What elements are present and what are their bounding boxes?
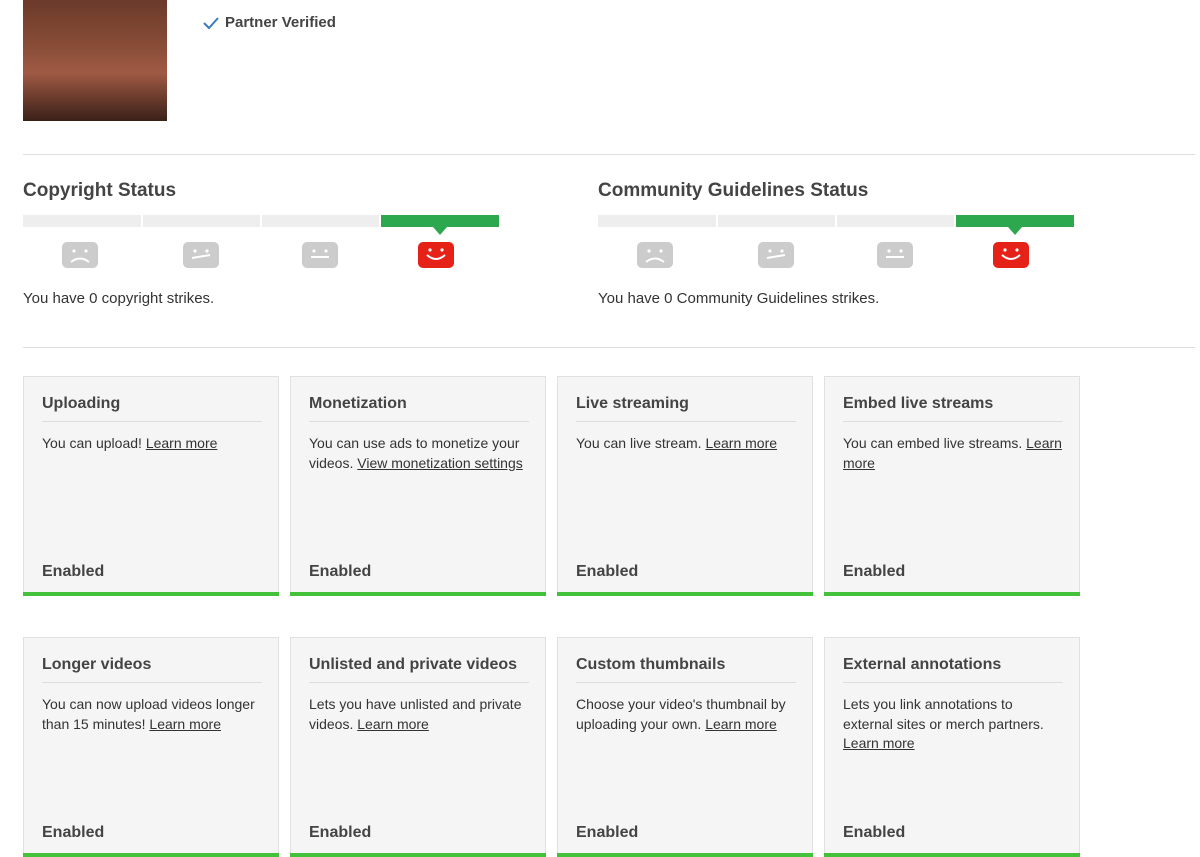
feature-card: Embed live streams You can embed live str… [824, 376, 1080, 596]
card-status: Enabled [843, 824, 906, 841]
card-status: Enabled [309, 824, 372, 841]
strike-meter [598, 215, 1074, 268]
status-bar [824, 592, 1080, 596]
learn-more-link[interactable]: Learn more [843, 435, 1062, 471]
card-title: Monetization [309, 395, 529, 422]
check-icon [203, 16, 219, 29]
card-description: You can use ads to monetize your videos.… [309, 434, 531, 473]
learn-more-link[interactable]: Learn more [145, 435, 218, 451]
card-status: Enabled [42, 563, 105, 580]
card-status: Enabled [576, 824, 639, 841]
status-bar [290, 853, 546, 857]
status-bar [824, 853, 1080, 857]
card-description: You can upload! Learn more [42, 434, 264, 454]
section-title: Community Guidelines Status [598, 180, 869, 201]
feature-card: Custom thumbnails Choose your video's thu… [557, 637, 813, 857]
status-bar [23, 853, 279, 857]
description-text: You can embed live streams. [843, 435, 1023, 451]
feature-card: Live streaming You can live stream. Learn… [557, 376, 813, 596]
card-status: Enabled [42, 824, 105, 841]
feature-card: Longer videos You can now upload videos l… [23, 637, 279, 857]
description-text: You can live stream. [576, 435, 702, 451]
status-bar [557, 592, 813, 596]
status-bar [23, 592, 279, 596]
strike-text: You have 0 Community Guidelines strikes. [598, 290, 880, 307]
status-bar [557, 853, 813, 857]
partner-verified: Partner Verified [203, 14, 336, 31]
feature-card: Uploading You can upload! Learn more Enabl… [23, 376, 279, 596]
section-title: Copyright Status [23, 180, 177, 201]
learn-more-link[interactable]: Learn more [843, 735, 915, 751]
card-title: Custom thumbnails [576, 656, 796, 683]
card-description: You can embed live streams. Learn more [843, 434, 1065, 473]
feature-card: Monetization You can use ads to monetize … [290, 376, 546, 596]
divider [23, 347, 1195, 348]
card-status: Enabled [576, 563, 639, 580]
description-text: Choose your video's thumbnail by uploadi… [576, 696, 786, 732]
feature-card: Unlisted and private videos Lets you have… [290, 637, 546, 857]
avatar [23, 0, 167, 121]
card-title: Embed live streams [843, 395, 1063, 422]
description-text: Lets you have unlisted and private video… [309, 696, 522, 732]
description-text: You can upload! [42, 435, 142, 451]
card-status: Enabled [843, 563, 906, 580]
description-text: You can use ads to monetize your videos. [309, 435, 520, 471]
feature-card: External annotations Lets you link annota… [824, 637, 1080, 857]
learn-more-link[interactable]: Learn more [357, 715, 429, 732]
card-description: You can live stream. Learn more [576, 434, 798, 454]
card-title: Uploading [42, 395, 262, 422]
description-text: Lets you link annotations to external si… [843, 696, 1044, 732]
strike-text: You have 0 copyright strikes. [23, 290, 215, 307]
card-description: Lets you link annotations to external si… [843, 695, 1065, 754]
card-description: Lets you have unlisted and private video… [309, 695, 531, 734]
card-description: Choose your video's thumbnail by uploadi… [576, 695, 798, 734]
card-title: External annotations [843, 656, 1063, 683]
learn-more-link[interactable]: View monetization settings [357, 454, 523, 471]
card-title: Live streaming [576, 395, 796, 422]
card-description: You can now upload videos longer than 15… [42, 695, 264, 734]
card-title: Unlisted and private videos [309, 656, 529, 683]
card-status: Enabled [309, 563, 372, 580]
divider [23, 154, 1195, 155]
learn-more-link[interactable]: Learn more [705, 715, 777, 732]
learn-more-link[interactable]: Learn more [705, 435, 778, 451]
strike-meter [23, 215, 499, 268]
status-bar [290, 592, 546, 596]
card-title: Longer videos [42, 656, 262, 683]
verified-label: Partner Verified [225, 14, 336, 31]
learn-more-link[interactable]: Learn more [149, 715, 221, 732]
description-text: You can now upload videos longer than 15… [42, 696, 255, 732]
